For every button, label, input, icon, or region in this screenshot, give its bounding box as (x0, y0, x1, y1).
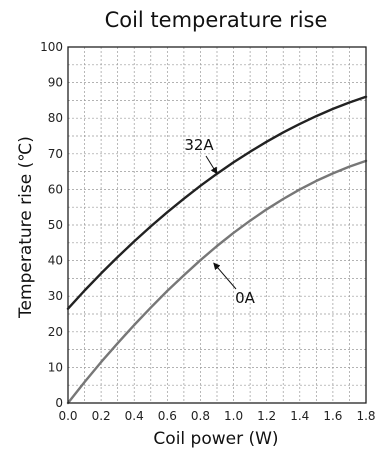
x-tick-label: 1.0 (224, 409, 243, 423)
annotation-label-0a: 0A (235, 289, 256, 307)
y-tick-labels: 0 10 20 30 40 50 60 70 80 90 100 (40, 40, 63, 410)
chart-title: Coil temperature rise (105, 8, 328, 32)
y-tick-label: 30 (48, 289, 63, 303)
x-tick-label: 0.8 (191, 409, 210, 423)
grid (68, 47, 366, 403)
y-tick-label: 20 (48, 325, 63, 339)
y-tick-label: 50 (48, 218, 63, 232)
series-line-0a (66, 159, 368, 405)
x-tick-label: 1.2 (257, 409, 276, 423)
x-tick-label: 1.8 (356, 409, 375, 423)
x-tick-label: 0.4 (125, 409, 144, 423)
y-tick-label: 70 (48, 147, 63, 161)
y-tick-label: 0 (55, 396, 63, 410)
y-tick-label: 80 (48, 111, 63, 125)
x-tick-labels: 0.0 0.2 0.4 0.6 0.8 1.0 1.2 1.4 1.6 1.8 (58, 409, 375, 423)
y-tick-label: 100 (40, 40, 63, 54)
series-layer (66, 95, 368, 405)
annotation-label-32a: 32A (184, 136, 214, 154)
y-tick-label: 40 (48, 254, 63, 268)
y-tick-label: 90 (48, 76, 63, 90)
x-axis-label: Coil power (W) (153, 429, 278, 449)
x-tick-label: 1.6 (323, 409, 342, 423)
y-tick-label: 60 (48, 182, 63, 196)
annotations: 32A 0A (184, 136, 255, 307)
x-tick-label: 0.6 (158, 409, 177, 423)
x-tick-label: 0.0 (58, 409, 77, 423)
annotation-arrow-32a (205, 155, 218, 175)
y-axis-label: Temperature rise (℃) (16, 136, 36, 319)
x-tick-label: 1.4 (290, 409, 309, 423)
annotation-arrow-0a (213, 262, 237, 290)
plot-frame (67, 46, 367, 404)
x-tick-label: 0.2 (92, 409, 111, 423)
y-tick-label: 10 (48, 360, 63, 374)
